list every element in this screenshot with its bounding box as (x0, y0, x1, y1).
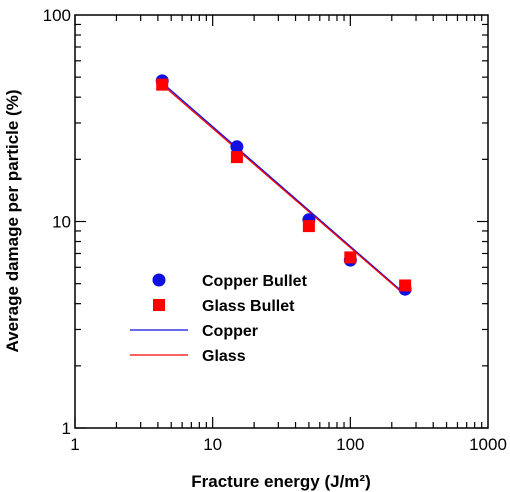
axis-ticks (74, 15, 488, 429)
glass-bullet-point (302, 220, 315, 233)
x-tick-label: 10 (203, 435, 222, 454)
legend-swatch-glass-bullet (153, 299, 165, 311)
x-tick-label: 100 (336, 435, 364, 454)
y-tick-label: 10 (52, 213, 71, 232)
legend-label-glass: Glass (202, 348, 246, 365)
fit-line-glass (161, 84, 406, 296)
data-markers (155, 74, 412, 296)
x-tick-label: 1000 (469, 435, 507, 454)
x-tick-label: 1 (70, 435, 79, 454)
plot-frame (74, 14, 489, 429)
copper-bullet-point (230, 140, 244, 154)
glass-bullet-point (156, 78, 169, 91)
fit-line-copper (161, 82, 406, 295)
legend-label-glass-bullet: Glass Bullet (202, 298, 295, 315)
x-axis-title: Fracture energy (J/m²) (191, 472, 371, 491)
glass-bullet-point (230, 151, 243, 164)
y-tick-label: 1 (62, 419, 71, 438)
legend-label-copper: Copper (202, 323, 258, 340)
glass-bullet-point (344, 251, 357, 264)
legend-label-copper-bullet: Copper Bullet (202, 273, 308, 290)
legend-swatch-copper-bullet (152, 273, 166, 287)
legend: Copper Bullet Glass Bullet Copper Glass (130, 273, 308, 365)
tick-labels: 1 10 100 1000 1 10 100 (43, 6, 507, 454)
fit-lines (161, 82, 406, 296)
y-axis-title: Average damage per particle (%) (3, 90, 22, 353)
y-tick-label: 100 (43, 6, 71, 25)
glass-bullet-point (399, 279, 412, 292)
